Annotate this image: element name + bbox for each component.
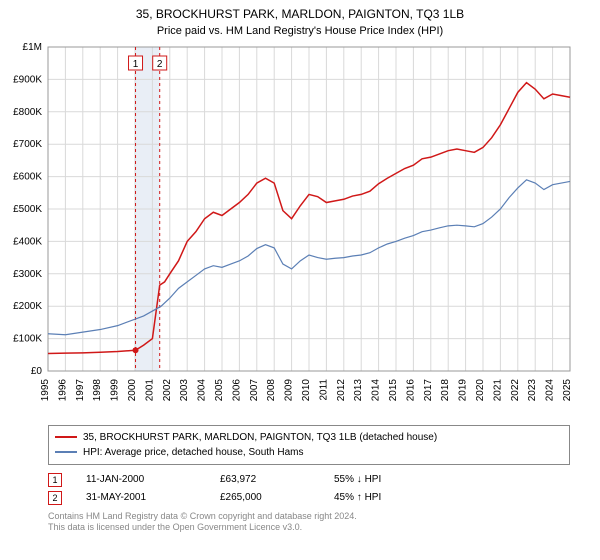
- x-tick-label: 2010: [301, 378, 312, 401]
- x-tick-label: 2017: [423, 378, 434, 401]
- chart-subtitle: Price paid vs. HM Land Registry's House …: [0, 23, 600, 41]
- x-tick-label: 2025: [562, 378, 573, 401]
- legend-swatch: [55, 436, 77, 438]
- x-tick-label: 2022: [510, 378, 521, 401]
- chart-area: £0 £100K £200K £300K £400K £500K £600K £700K £80…: [0, 41, 600, 421]
- chart-svg: £0 £100K £200K £300K £400K £500K £600K £700K £80…: [0, 41, 600, 421]
- y-tick-label: £400K: [13, 236, 42, 247]
- x-tick-label: 2016: [405, 378, 416, 401]
- y-tick-label: £0: [31, 366, 43, 377]
- legend-swatch: [55, 451, 77, 453]
- x-tick-label: 2000: [127, 378, 138, 401]
- x-tick-label: 2023: [527, 378, 538, 401]
- x-tick-label: 2019: [458, 378, 469, 401]
- sale-row: 2 31-MAY-2001 £265,000 45% ↑ HPI: [48, 489, 570, 507]
- x-tick-label: 2018: [440, 378, 451, 401]
- x-tick-label: 2006: [231, 378, 242, 401]
- legend-item: 35, BROCKHURST PARK, MARLDON, PAIGNTON, …: [55, 430, 563, 445]
- attribution: Contains HM Land Registry data © Crown c…: [48, 511, 570, 534]
- y-tick-label: £900K: [13, 74, 42, 85]
- x-tick-label: 2004: [197, 378, 208, 401]
- x-tick-label: 2008: [266, 378, 277, 401]
- x-tick-label: 2014: [371, 378, 382, 401]
- x-tick-label: 2007: [249, 378, 260, 401]
- sale-marker-num: 1: [133, 59, 139, 70]
- sale-row-marker: 2: [48, 491, 62, 505]
- x-tick-label: 2012: [336, 378, 347, 401]
- x-tick-label: 2003: [179, 378, 190, 401]
- x-tick-label: 1997: [75, 378, 86, 401]
- x-tick-label: 2009: [284, 378, 295, 401]
- sale-marker-num: 2: [157, 59, 163, 70]
- x-tick-label: 2013: [353, 378, 364, 401]
- sale-price: £63,972: [220, 471, 310, 489]
- attribution-line1: Contains HM Land Registry data © Crown c…: [48, 511, 570, 523]
- y-tick-label: £100K: [13, 333, 42, 344]
- legend-label: HPI: Average price, detached house, Sout…: [83, 445, 304, 460]
- x-tick-label: 2015: [388, 378, 399, 401]
- y-tick-label: £800K: [13, 107, 42, 118]
- y-tick-label: £1M: [23, 42, 42, 53]
- sale-date: 31-MAY-2001: [86, 489, 196, 507]
- sale-row: 1 11-JAN-2000 £63,972 55% ↓ HPI: [48, 471, 570, 489]
- x-tick-label: 2005: [214, 378, 225, 401]
- y-tick-label: £300K: [13, 269, 42, 280]
- x-tick-label: 2020: [475, 378, 486, 401]
- x-tick-label: 2024: [545, 378, 556, 401]
- sale-price: £265,000: [220, 489, 310, 507]
- x-tick-label: 1999: [110, 378, 121, 401]
- x-tick-label: 2001: [144, 378, 155, 401]
- x-tick-label: 1998: [92, 378, 103, 401]
- attribution-line2: This data is licensed under the Open Gov…: [48, 522, 570, 534]
- x-tick-label: 1995: [40, 378, 51, 401]
- y-tick-label: £500K: [13, 204, 42, 215]
- sales-table: 1 11-JAN-2000 £63,972 55% ↓ HPI 2 31-MAY-2001…: [48, 471, 570, 507]
- x-tick-label: 2002: [162, 378, 173, 401]
- y-tick-label: £200K: [13, 301, 42, 312]
- x-tick-label: 1996: [57, 378, 68, 401]
- x-tick-label: 2021: [492, 378, 503, 401]
- sale-point: [133, 347, 139, 353]
- sale-date: 11-JAN-2000: [86, 471, 196, 489]
- legend-label: 35, BROCKHURST PARK, MARLDON, PAIGNTON, …: [83, 430, 437, 445]
- y-tick-label: £700K: [13, 139, 42, 150]
- sale-pct: 45% ↑ HPI: [334, 489, 381, 507]
- legend: 35, BROCKHURST PARK, MARLDON, PAIGNTON, …: [48, 425, 570, 465]
- sale-pct: 55% ↓ HPI: [334, 471, 381, 489]
- legend-item: HPI: Average price, detached house, Sout…: [55, 445, 563, 460]
- x-tick-label: 2011: [318, 378, 329, 400]
- y-tick-label: £600K: [13, 171, 42, 182]
- sale-row-marker: 1: [48, 473, 62, 487]
- chart-title: 35, BROCKHURST PARK, MARLDON, PAIGNTON, …: [0, 0, 600, 23]
